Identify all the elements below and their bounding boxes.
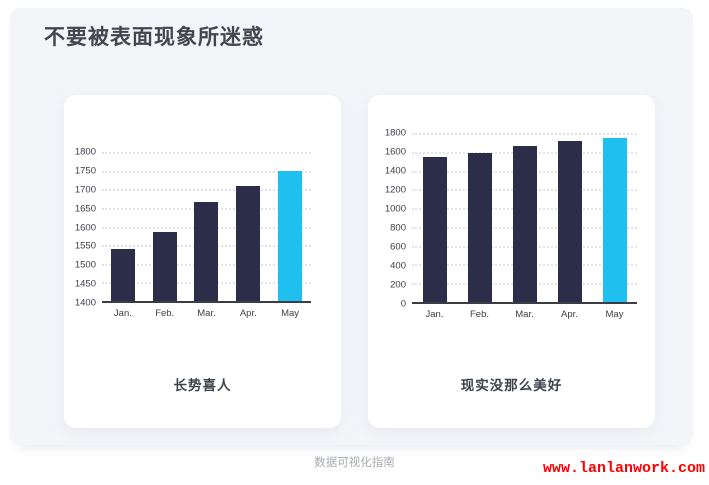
y-tick-label: 1000 xyxy=(384,203,406,215)
x-tick-label: May xyxy=(605,309,624,320)
bar xyxy=(110,248,135,301)
y-tick-label: 1800 xyxy=(74,146,96,158)
bar xyxy=(557,141,582,302)
x-tick-label: Mar. xyxy=(515,309,534,320)
gridline xyxy=(102,152,311,154)
y-tick-label: 1800 xyxy=(384,127,406,139)
x-axis: Jan. Feb. Mar. Apr. May xyxy=(102,303,311,319)
y-axis: 1800 1600 1400 1200 1000 800 600 400 200 0 xyxy=(378,128,412,310)
y-tick-label: 0 xyxy=(400,298,406,310)
x-tick-label: Apr. xyxy=(561,309,578,320)
bar xyxy=(194,202,219,301)
bar-chart-truncated-axis: 1800 1750 1700 1650 1600 1550 1500 1450 1400 Jan… xyxy=(72,147,311,319)
chart-card-truncated-axis: 1800 1750 1700 1650 1600 1550 1500 1450 1400 Jan… xyxy=(64,95,341,428)
x-axis: Jan. Feb. Mar. Apr. May xyxy=(412,304,637,320)
bar xyxy=(152,232,177,301)
bar xyxy=(422,157,447,302)
y-tick-label: 1600 xyxy=(384,146,406,158)
gridline xyxy=(102,170,311,173)
y-tick-label: 1750 xyxy=(74,165,96,177)
bar xyxy=(467,153,492,302)
footer-watermark-url: www.lanlanwork.com xyxy=(542,460,705,477)
y-tick-label: 1500 xyxy=(74,259,96,271)
gridline xyxy=(412,133,637,135)
gridline xyxy=(102,189,311,192)
bar-chart-full-axis: 1800 1600 1400 1200 1000 800 600 400 200 0 Jan. Fe… xyxy=(378,128,637,320)
y-tick-label: 1600 xyxy=(74,222,96,233)
bar xyxy=(236,185,261,301)
x-tick-label: Feb. xyxy=(469,309,489,320)
plot-area xyxy=(412,133,637,304)
bars xyxy=(102,152,311,301)
x-tick-label: May xyxy=(281,308,300,319)
y-tick-label: 1550 xyxy=(74,240,96,252)
plot-area xyxy=(102,152,311,303)
y-tick-label: 800 xyxy=(390,222,406,234)
y-tick-label: 1200 xyxy=(384,184,406,196)
y-tick-label: 1700 xyxy=(74,184,96,196)
chart-card-full-axis: 1800 1600 1400 1200 1000 800 600 400 200 0 Jan. Fe… xyxy=(368,95,655,428)
x-tick-label: Feb. xyxy=(155,308,175,319)
chart-caption: 长势喜人 xyxy=(173,378,232,393)
footer-caption: 数据可视化指南 xyxy=(314,457,395,469)
bar xyxy=(512,145,537,302)
bar-highlighted xyxy=(602,137,627,302)
y-tick-label: 1450 xyxy=(74,278,96,290)
y-tick-label: 400 xyxy=(390,260,406,272)
x-tick-label: Jan. xyxy=(425,309,444,320)
y-tick-label: 200 xyxy=(390,279,406,291)
y-axis: 1800 1750 1700 1650 1600 1550 1500 1450 1400 xyxy=(72,147,102,309)
x-tick-label: Apr. xyxy=(239,308,257,319)
y-tick-label: 1400 xyxy=(74,297,96,309)
x-tick-label: Mar. xyxy=(197,308,216,319)
y-tick-label: 1650 xyxy=(74,203,96,215)
y-tick-label: 600 xyxy=(390,241,406,253)
bar-highlighted xyxy=(278,170,303,301)
x-tick-label: Jan. xyxy=(113,308,132,319)
content-panel: 不要被表面现象所迷惑 1800 1750 1700 1650 1600 1550 1500 1… xyxy=(10,8,693,445)
y-tick-label: 1400 xyxy=(384,165,406,177)
chart-caption: 现实没那么美好 xyxy=(460,378,563,393)
page-title: 不要被表面现象所迷惑 xyxy=(44,26,264,49)
bars xyxy=(412,133,637,302)
